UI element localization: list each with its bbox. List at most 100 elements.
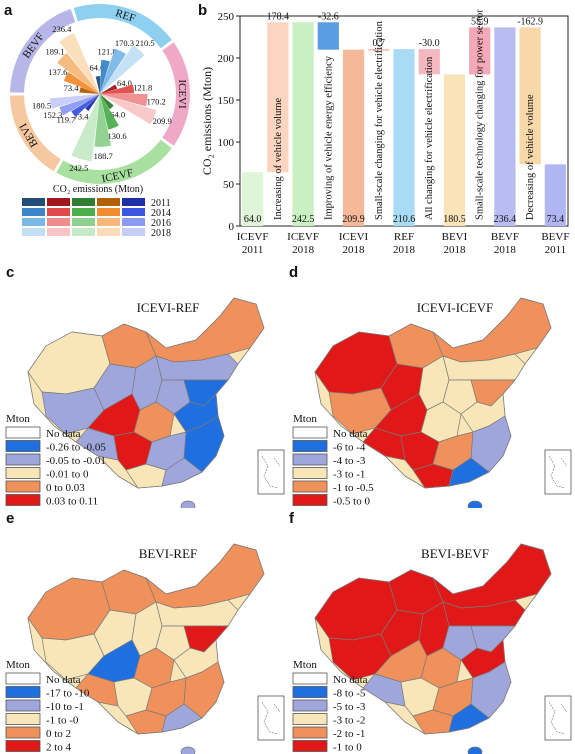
y-tick-label: 150 bbox=[218, 95, 235, 107]
province-region bbox=[161, 703, 203, 733]
radial-bar bbox=[100, 48, 126, 94]
legend-swatch bbox=[72, 218, 95, 226]
map-legend-label: -0.26 to -0.05 bbox=[46, 442, 106, 454]
legend-swatch bbox=[5, 672, 41, 685]
radial-bar bbox=[59, 33, 100, 94]
map-legend-label: No data bbox=[46, 674, 81, 686]
x-category-year: 2018 bbox=[393, 244, 416, 256]
south-china-sea-inset bbox=[544, 695, 572, 741]
waterfall-bar bbox=[292, 22, 314, 226]
legend-swatch bbox=[97, 228, 120, 236]
map-legend-label: -1 to 0 bbox=[333, 742, 362, 754]
map-legend-label: -0.05 to -0.01 bbox=[46, 455, 106, 467]
panel-c-label: c bbox=[6, 264, 15, 281]
legend-swatch bbox=[5, 699, 41, 712]
legend-swatch bbox=[47, 198, 70, 206]
radial-bar bbox=[49, 94, 100, 109]
legend-swatch bbox=[5, 480, 41, 493]
bar-value-label: 55.9 bbox=[471, 16, 489, 27]
map-legend-label: -8 to -5 bbox=[333, 688, 366, 700]
inset-islands bbox=[261, 455, 281, 489]
map-title: ICEVI-ICEVF bbox=[417, 300, 494, 315]
y-tick-label: 250 bbox=[218, 11, 235, 23]
delta-annotation: Improving of vehicle energy efficiency bbox=[323, 55, 334, 220]
waterfall-bar bbox=[242, 172, 264, 226]
x-category-label: BEVF bbox=[491, 231, 519, 243]
radial-bar bbox=[100, 94, 114, 110]
ring-segment-ref bbox=[73, 3, 172, 49]
china-map bbox=[27, 543, 265, 754]
legend-swatch bbox=[292, 686, 328, 698]
radial-bar bbox=[79, 87, 100, 94]
legend-swatch bbox=[72, 228, 95, 236]
radial-value-label: 180.5 bbox=[32, 100, 51, 110]
legend-swatch bbox=[5, 686, 41, 698]
legend-swatch bbox=[122, 208, 145, 216]
map-legend-label: -6 to -4 bbox=[333, 442, 366, 454]
radial-bar bbox=[100, 94, 157, 125]
legend-swatch bbox=[5, 426, 41, 439]
radial-bar-chart: BEVI73.4119.7152.3180.5BEVF73.4137.6189.… bbox=[10, 3, 190, 239]
legend-swatch bbox=[292, 453, 328, 466]
legend-swatch bbox=[5, 494, 41, 506]
legend-swatch bbox=[97, 218, 120, 226]
x-category-label: BEVI bbox=[442, 231, 468, 243]
radial-bar bbox=[94, 94, 111, 147]
radial-bar bbox=[71, 94, 100, 162]
radial-bar bbox=[100, 94, 148, 107]
bar-value-label: -32.6 bbox=[318, 11, 339, 22]
south-china-sea-inset bbox=[544, 449, 572, 495]
province-region bbox=[448, 703, 490, 733]
legend-year-label: 2011 bbox=[151, 198, 171, 209]
legend-swatch bbox=[47, 228, 70, 236]
legend-swatch bbox=[22, 208, 45, 216]
legend-swatch bbox=[292, 440, 328, 452]
bar-value-label: 178.4 bbox=[267, 11, 290, 22]
legend-swatch bbox=[5, 713, 41, 725]
map-legend-label: -1 to -0.5 bbox=[333, 482, 374, 494]
bar-value-label: 242.5 bbox=[292, 214, 315, 225]
radial-value-label: 170.3 bbox=[115, 38, 134, 48]
legend-swatch bbox=[72, 208, 95, 216]
legend-swatch bbox=[122, 198, 145, 206]
map-legend-label: 0 to 2 bbox=[46, 728, 71, 740]
radial-bar bbox=[100, 59, 110, 94]
province-region bbox=[161, 457, 203, 487]
map-legend-label: 0.03 to 0.11 bbox=[46, 496, 98, 508]
bar-value-label: -162.9 bbox=[517, 16, 543, 27]
y-axis-label: CO₂ emissions (Mton) bbox=[200, 67, 214, 175]
legend-year-label: 2014 bbox=[151, 208, 171, 219]
radial-bar bbox=[85, 94, 100, 112]
y-tick-label: 0 bbox=[229, 221, 235, 233]
radial-value-label: 121.8 bbox=[98, 46, 117, 56]
legend-swatch bbox=[122, 228, 145, 236]
waterfall-bar bbox=[267, 22, 289, 173]
x-category-year: 2018 bbox=[292, 244, 315, 256]
province-region bbox=[362, 673, 406, 707]
china-map bbox=[314, 543, 552, 754]
legend-swatch bbox=[5, 467, 41, 479]
map-legend-label: -0.01 to 0 bbox=[46, 469, 89, 481]
radial-bar bbox=[63, 71, 100, 94]
legend-swatch bbox=[47, 208, 70, 216]
province-region bbox=[75, 673, 119, 707]
radial-value-label: 236.4 bbox=[52, 24, 72, 34]
radial-bar bbox=[71, 94, 100, 117]
x-category-year: 2018 bbox=[443, 244, 466, 256]
hainan-island bbox=[180, 500, 196, 508]
hainan-island bbox=[467, 746, 483, 754]
map-title: BEVI-BEVF bbox=[421, 546, 489, 561]
radial-bar bbox=[100, 45, 145, 94]
legend-swatch bbox=[5, 453, 41, 466]
province-region bbox=[448, 457, 490, 487]
legend-year-label: 2016 bbox=[151, 218, 171, 229]
panel-f-label: f bbox=[289, 510, 294, 527]
legend-swatch bbox=[5, 726, 41, 739]
radial-value-label: 121.8 bbox=[133, 83, 152, 93]
inset-islands bbox=[548, 701, 568, 735]
radial-value-label: 170.2 bbox=[147, 96, 166, 106]
radial-value-label: 64.0 bbox=[110, 109, 125, 119]
legend-swatch bbox=[22, 228, 45, 236]
waterfall-bar bbox=[494, 27, 516, 227]
radial-bar bbox=[59, 94, 100, 116]
